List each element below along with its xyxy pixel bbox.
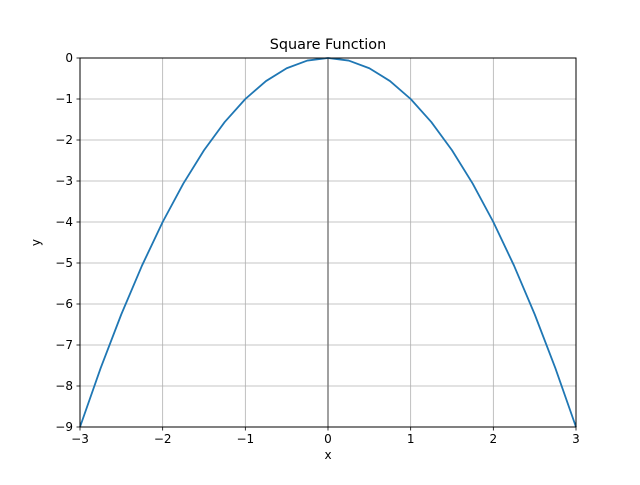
y-tick-label: −3 [55, 174, 73, 188]
y-tick-label: −4 [55, 215, 73, 229]
y-axis-label: y [29, 239, 43, 246]
x-tick-label: 2 [490, 432, 498, 446]
y-tick-label: −2 [55, 133, 73, 147]
y-tick-label: −1 [55, 92, 73, 106]
ticks: −3 −2 −1 0 1 2 3 0 −1 −2 −3 −4 −5 −6 −7 −8 −9 [55, 51, 580, 446]
x-tick-label: 3 [572, 432, 580, 446]
y-tick-label: −8 [55, 379, 73, 393]
x-tick-label: −3 [71, 432, 89, 446]
x-tick-label: 0 [324, 432, 332, 446]
chart-title: Square Function [270, 37, 386, 53]
x-axis-label: x [324, 448, 331, 462]
x-tick-label: −1 [236, 432, 254, 446]
y-tick-label: −6 [55, 297, 73, 311]
x-tick-label: −2 [154, 432, 172, 446]
y-tick-label: −7 [55, 338, 73, 352]
y-tick-label: −5 [55, 256, 73, 270]
x-tick-label: 1 [407, 432, 415, 446]
y-tick-label: 0 [65, 51, 73, 65]
y-tick-label: −9 [55, 420, 73, 434]
